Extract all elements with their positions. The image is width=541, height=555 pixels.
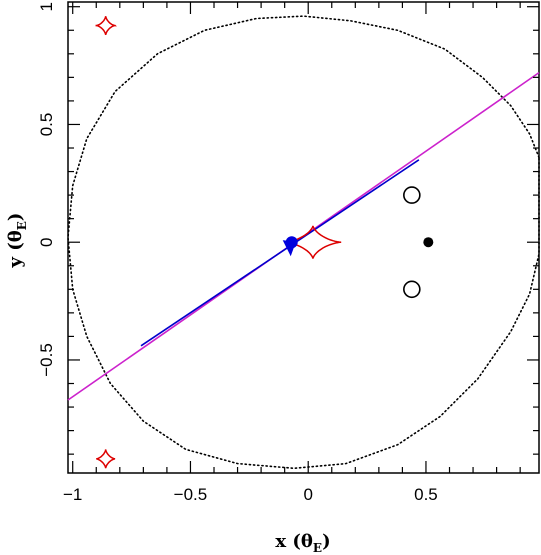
x-axis-title-close: ) xyxy=(322,531,331,552)
lens-filled-marker xyxy=(423,237,434,248)
caustic-2 xyxy=(95,15,117,36)
lens-open-marker-1 xyxy=(403,186,421,204)
caustic-3 xyxy=(96,449,116,469)
critical-curve-line xyxy=(67,15,540,470)
y-tick-label: 0.5 xyxy=(37,113,56,137)
x-axis-title-main: x (θ xyxy=(275,531,313,552)
x-tick-label: −1 xyxy=(63,485,82,504)
source-star-tail xyxy=(282,240,296,257)
trajectory-blue xyxy=(140,159,420,347)
y-tick-label: 1 xyxy=(37,2,56,11)
x-tick-label: −0.5 xyxy=(174,485,208,504)
caustics xyxy=(95,15,342,469)
lens-open-marker-2 xyxy=(403,280,421,299)
x-axis-title-sub: E xyxy=(313,541,322,555)
y-axis-title-close: ) xyxy=(5,213,26,222)
markers xyxy=(282,186,434,299)
critical-curve xyxy=(67,15,540,470)
y-tick-label: −0.5 xyxy=(37,343,56,377)
y-axis-title: y (θE) xyxy=(5,213,29,269)
x-tick-label: 0.5 xyxy=(414,485,438,504)
y-tick-label: 0 xyxy=(37,237,56,246)
caustic-1 xyxy=(284,225,342,259)
x-tick-label: 0 xyxy=(303,485,312,504)
y-axis-title-sub: E xyxy=(15,221,29,230)
y-axis-title-main: y (θ xyxy=(5,230,26,268)
axis-ticks: −1 −0.5 0 0.5 −0.5 0 0.5 1 xyxy=(37,2,539,504)
x-axis-title: x (θE) xyxy=(275,531,330,555)
